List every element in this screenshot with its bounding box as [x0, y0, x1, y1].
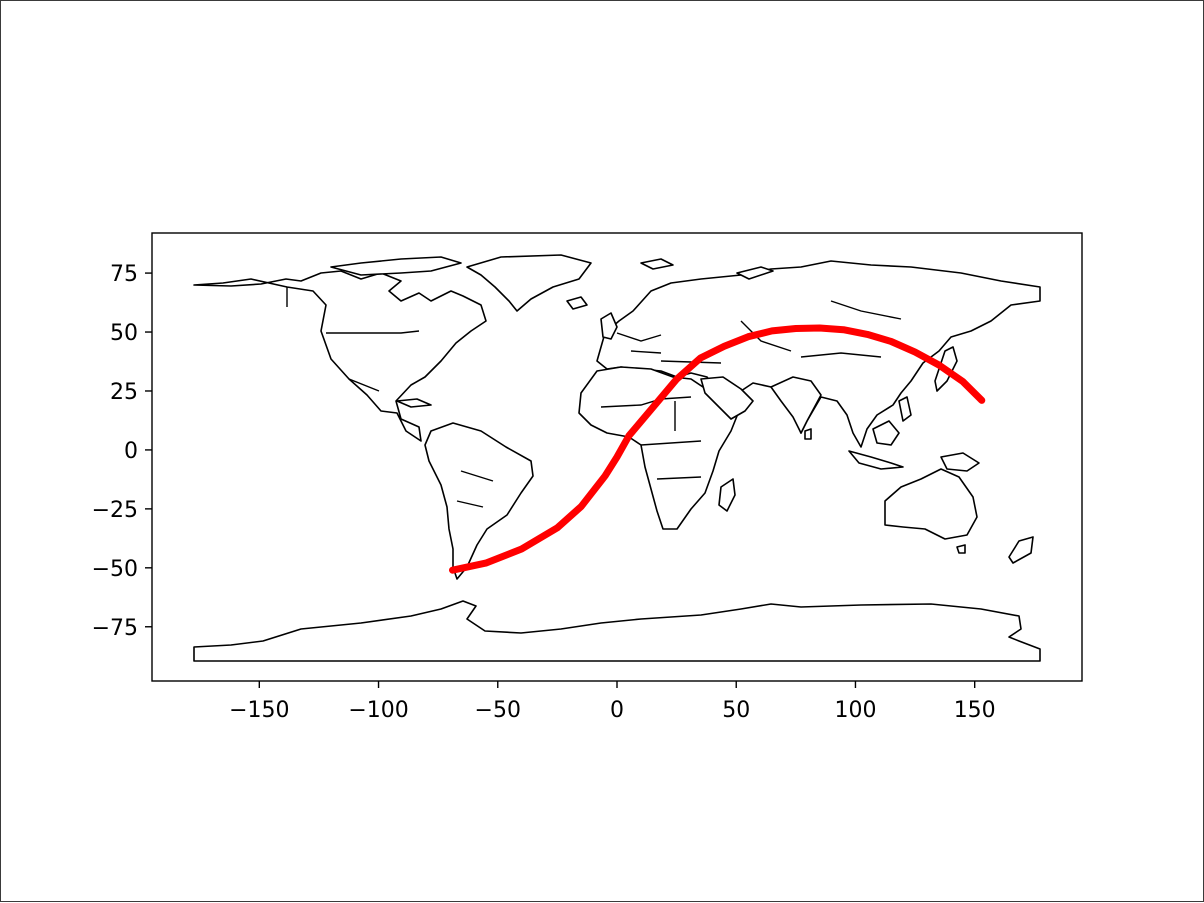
x-tick-label: 50 [722, 698, 750, 723]
route-layer [449, 324, 986, 574]
y-tick-label: 50 [110, 321, 138, 346]
borneo [872, 420, 900, 446]
arabia [700, 376, 754, 420]
world-map [193, 254, 1041, 662]
y-tick-label: −75 [92, 616, 138, 641]
y-tick-label: −25 [92, 498, 138, 523]
new-zealand [1008, 536, 1034, 564]
route-line [449, 324, 986, 574]
y-tick-label: 75 [110, 262, 138, 287]
x-tick-label: −150 [229, 698, 289, 723]
y-tick-label: 25 [110, 380, 138, 405]
svalbard [640, 258, 674, 270]
country-borders [286, 287, 902, 508]
australia [884, 468, 978, 540]
novaya-zemlya [736, 266, 774, 280]
x-tick-label: 150 [954, 698, 996, 723]
cuba [396, 398, 432, 408]
south-america [424, 422, 534, 580]
y-axis: −75 −50 −25 0 25 50 75 [92, 262, 152, 641]
x-tick-label: 0 [610, 698, 624, 723]
great-britain [600, 312, 618, 340]
madagascar [718, 478, 736, 512]
y-tick-label: −50 [92, 557, 138, 582]
tasmania [956, 544, 966, 554]
new-guinea [940, 452, 980, 472]
y-tick-label: 0 [124, 439, 138, 464]
africa [578, 366, 740, 530]
arctic-islands [330, 256, 462, 276]
north-america [193, 270, 487, 442]
antarctica [193, 600, 1041, 662]
greenland [466, 254, 592, 312]
iceland [566, 296, 588, 310]
india [770, 376, 822, 434]
indonesia [848, 450, 904, 470]
x-tick-label: −50 [475, 698, 521, 723]
sri-lanka [804, 428, 812, 440]
x-tick-label: 100 [834, 698, 876, 723]
x-tick-label: −100 [348, 698, 408, 723]
philippines [898, 396, 912, 422]
x-axis: −150 −100 −50 0 50 100 150 [229, 681, 996, 723]
